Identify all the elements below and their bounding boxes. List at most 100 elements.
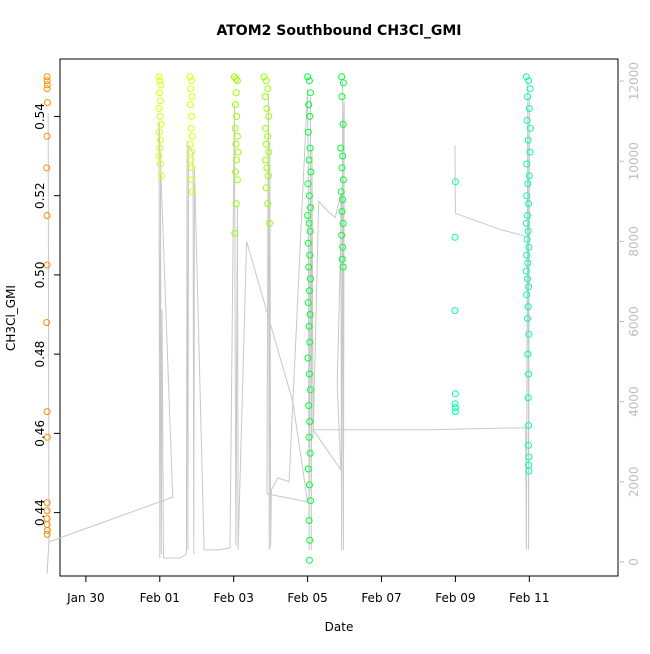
data-point [156, 112, 164, 120]
data-point [305, 287, 313, 295]
data-point [264, 85, 272, 93]
data-point [338, 164, 346, 172]
data-point [261, 93, 269, 101]
data-point [451, 400, 459, 408]
data-point [526, 148, 534, 156]
data-point [524, 303, 532, 311]
data-point [43, 507, 51, 515]
y-tick-label: 0.48 [33, 341, 47, 368]
data-point [234, 148, 242, 156]
data-point [524, 180, 532, 188]
data-point [188, 188, 196, 196]
data-point [451, 390, 459, 398]
data-point [307, 275, 314, 283]
y2-tick-label: 8000 [627, 226, 641, 257]
data-point [264, 172, 272, 180]
data-point [262, 77, 270, 85]
series-flight-4 [304, 73, 347, 564]
data-point [306, 536, 314, 544]
data-point [232, 168, 239, 176]
data-point [522, 267, 530, 275]
data-point [523, 235, 531, 243]
data-point [43, 164, 51, 172]
data-point [43, 132, 51, 140]
data-point [265, 112, 273, 120]
data-point [43, 526, 51, 534]
data-point [305, 322, 313, 330]
data-point [523, 251, 531, 259]
data-point [525, 453, 533, 461]
data-point [262, 156, 269, 164]
data-point [43, 212, 51, 219]
data-point [43, 99, 51, 107]
data-point [304, 180, 312, 188]
data-point [524, 136, 532, 144]
data-point [306, 251, 314, 259]
data-point [305, 77, 313, 85]
data-point [188, 77, 196, 85]
data-point [525, 283, 533, 291]
data-point [524, 350, 532, 358]
data-point [232, 200, 240, 208]
data-point [260, 73, 268, 81]
data-point [338, 231, 346, 239]
y-tick-label: 0.52 [33, 182, 47, 209]
x-axis-label: Date [325, 620, 354, 634]
data-point [43, 85, 51, 93]
data-point [524, 259, 532, 267]
data-point [262, 140, 270, 148]
data-point [524, 315, 531, 322]
data-point [338, 208, 346, 215]
data-point [186, 140, 194, 148]
x-tick-label: Jan 30 [66, 591, 105, 605]
data-point [451, 233, 459, 241]
data-point [188, 112, 196, 120]
data-point [305, 517, 313, 524]
data-point [451, 307, 459, 315]
x-tick-label: Feb 07 [361, 591, 401, 605]
data-point [188, 148, 196, 156]
x-axis: Jan 30 Feb 01 Feb 03 Feb 05 Feb 07 Feb 09 Feb … [66, 576, 549, 605]
data-point [264, 200, 272, 208]
data-point [523, 291, 531, 299]
data-point [155, 128, 163, 136]
chart-title: ATOM2 Southbound CH3Cl_GMI [217, 23, 462, 39]
data-point [187, 124, 195, 132]
data-point [187, 156, 195, 164]
y2-tick-label: 0 [627, 558, 641, 566]
data-point [43, 73, 51, 81]
data-point [307, 386, 314, 394]
data-point [43, 261, 51, 269]
y2-tick-label: 6000 [627, 306, 641, 337]
data-point [339, 120, 347, 128]
data-point [232, 140, 240, 148]
x-tick-label: Feb 05 [287, 591, 327, 605]
data-point [525, 172, 533, 180]
data-point [43, 319, 51, 326]
data-point [155, 152, 163, 160]
data-point [231, 229, 239, 237]
data-point [233, 112, 241, 120]
altitude-series [46, 80, 530, 575]
data-point [307, 204, 314, 212]
data-point [305, 219, 313, 227]
data-point [523, 116, 531, 124]
data-point [525, 105, 533, 112]
data-point [304, 212, 312, 219]
data-point [157, 172, 165, 180]
data-point [43, 81, 51, 89]
y2-tick-label: 2000 [627, 467, 641, 498]
y2-tick-label: 4000 [627, 386, 641, 417]
data-point [157, 81, 165, 89]
data-point [339, 219, 347, 227]
data-point [524, 227, 532, 235]
data-point [337, 188, 345, 196]
y-axis-label: CH3Cl_GMI [4, 285, 18, 351]
data-point [43, 530, 51, 538]
data-point [304, 299, 312, 307]
data-point [339, 243, 347, 251]
x-tick-label: Feb 11 [509, 591, 549, 605]
series-flight-5 [451, 73, 534, 475]
data-point [232, 89, 240, 97]
altitude-line [46, 80, 530, 575]
